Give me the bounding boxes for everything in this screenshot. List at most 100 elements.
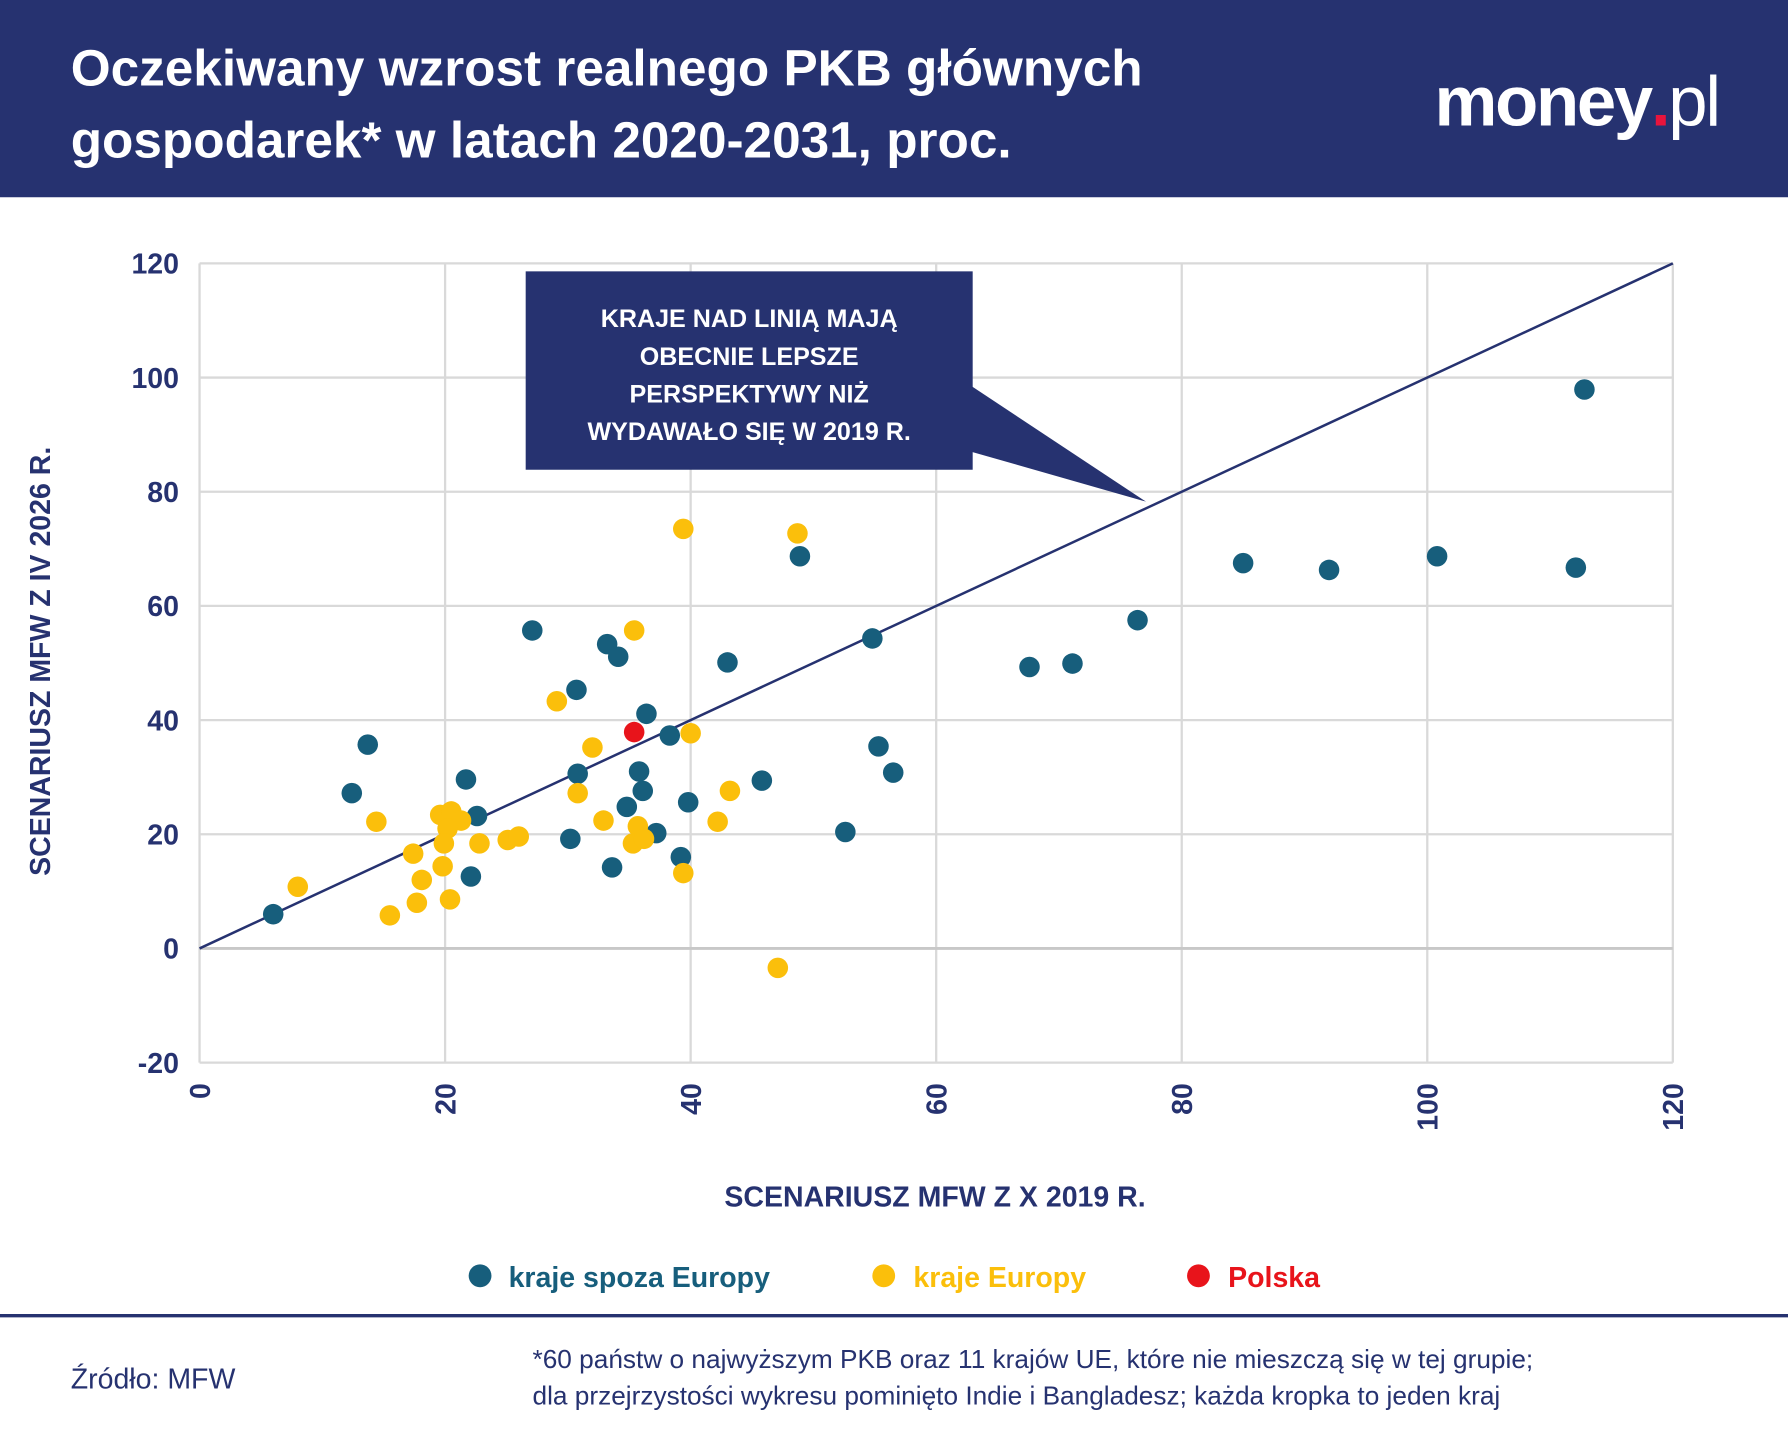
y-tick-label: 100 xyxy=(131,363,179,395)
point-non-europe xyxy=(460,866,482,887)
legend: kraje spoza Europy kraje Europy Polska xyxy=(468,1262,1321,1294)
x-tick-label: 60 xyxy=(921,1083,953,1115)
point-non-europe xyxy=(1127,609,1148,631)
point-europe xyxy=(546,690,568,712)
point-europe xyxy=(469,833,490,854)
point-europe xyxy=(567,782,588,804)
point-non-europe xyxy=(601,857,623,878)
point-non-europe xyxy=(357,734,379,755)
x-tick-label: 100 xyxy=(1413,1083,1445,1131)
point-non-europe xyxy=(341,782,363,804)
legend-marker-non-europe xyxy=(468,1264,492,1288)
point-non-europe xyxy=(1426,545,1448,567)
legend-label-non-europe: kraje spoza Europy xyxy=(509,1262,771,1294)
y-tick-label: 20 xyxy=(147,820,179,852)
footnote-line-2: dla przejrzystości wykresu pominięto Ind… xyxy=(533,1381,1501,1411)
point-europe xyxy=(593,810,614,831)
title-line-2: gospodarek* w latach 2020-2031, proc. xyxy=(71,111,1012,168)
point-non-europe xyxy=(567,763,588,785)
point-non-europe xyxy=(1232,552,1254,574)
point-europe xyxy=(623,620,645,641)
point-non-europe xyxy=(566,679,587,701)
point-europe xyxy=(680,722,701,744)
header-band xyxy=(0,0,1788,198)
point-europe xyxy=(673,862,694,884)
point-non-europe xyxy=(1574,379,1595,400)
legend-label-europe: kraje Europy xyxy=(913,1262,1086,1294)
point-non-europe xyxy=(1019,656,1040,678)
money-pl-logo: money.pl xyxy=(1435,61,1722,140)
point-europe xyxy=(787,523,808,544)
grid xyxy=(198,262,1674,1064)
y-tick-label: 60 xyxy=(147,591,179,623)
footnote-line-1: *60 państw o najwyższym PKB oraz 11 kraj… xyxy=(533,1344,1534,1374)
title-line-1: Oczekiwany wzrost realnego PKB głównych xyxy=(71,40,1143,97)
point-non-europe xyxy=(628,761,650,782)
x-tick-label: 0 xyxy=(185,1083,217,1099)
legend-marker-poland xyxy=(1187,1264,1210,1288)
data-points xyxy=(262,379,1595,979)
x-tick-labels: 0 20 40 60 80 100 120 xyxy=(185,1083,1690,1131)
point-non-europe xyxy=(1318,559,1340,581)
point-non-europe xyxy=(522,620,543,641)
point-non-europe xyxy=(560,828,581,850)
point-europe xyxy=(582,737,603,758)
callout: KRAJE NAD LINIĄ MAJĄ OBECNIE LEPSZE PERS… xyxy=(525,271,1147,502)
point-non-europe xyxy=(670,846,692,868)
point-europe xyxy=(707,811,728,832)
legend-marker-europe xyxy=(872,1264,896,1288)
callout-pointer xyxy=(970,385,1147,502)
x-tick-label: 40 xyxy=(676,1083,708,1115)
x-tick-label: 80 xyxy=(1167,1083,1199,1115)
point-non-europe xyxy=(677,792,699,813)
point-europe xyxy=(287,876,309,898)
point-non-europe xyxy=(1565,557,1587,578)
y-tick-label: 120 xyxy=(131,249,179,281)
point-non-europe xyxy=(862,628,883,649)
y-tick-labels: 120 100 80 60 40 20 0 -20 xyxy=(131,249,179,1080)
point-non-europe xyxy=(607,646,629,667)
callout-line-4: WYDAWAŁO SIĘ W 2019 R. xyxy=(588,418,911,446)
y-tick-label: 80 xyxy=(147,477,179,509)
source-text: Źródło: MFW xyxy=(71,1364,236,1396)
point-europe xyxy=(406,892,428,914)
point-europe xyxy=(366,811,387,832)
callout-box xyxy=(525,271,973,470)
point-non-europe xyxy=(262,903,284,925)
point-non-europe xyxy=(882,762,904,783)
point-non-europe xyxy=(751,770,773,791)
point-non-europe xyxy=(466,805,488,827)
legend-label-poland: Polska xyxy=(1228,1262,1321,1294)
point-europe xyxy=(673,518,694,540)
callout-line-3: PERSPEKTYWY NIŻ xyxy=(630,380,869,408)
callout-line-2: OBECNIE LEPSZE xyxy=(640,343,859,371)
x-tick-label: 120 xyxy=(1658,1083,1690,1131)
point-non-europe xyxy=(632,780,654,802)
point-europe xyxy=(633,828,655,850)
point-europe xyxy=(433,833,455,854)
point-non-europe xyxy=(868,736,889,757)
point-europe xyxy=(432,855,453,877)
x-axis-label: SCENARIUSZ MFW Z X 2019 R. xyxy=(724,1181,1145,1213)
y-tick-label: 40 xyxy=(147,705,179,737)
point-non-europe xyxy=(455,769,477,790)
callout-line-1: KRAJE NAD LINIĄ MAJĄ xyxy=(601,305,898,333)
point-non-europe xyxy=(636,703,657,725)
point-non-europe xyxy=(659,725,681,746)
svg-text:money.pl: money.pl xyxy=(1435,61,1719,140)
point-europe xyxy=(719,780,741,802)
point-non-europe xyxy=(1062,653,1083,674)
point-europe xyxy=(508,826,530,847)
point-europe xyxy=(411,869,433,891)
point-non-europe xyxy=(835,821,856,843)
y-tick-label: 0 xyxy=(163,934,179,966)
point-non-europe xyxy=(616,796,638,818)
point-poland xyxy=(623,721,645,743)
point-europe xyxy=(439,889,461,910)
point-europe xyxy=(379,905,401,926)
point-non-europe xyxy=(789,545,811,567)
x-tick-label: 20 xyxy=(430,1083,462,1115)
y-tick-label: -20 xyxy=(138,1048,179,1080)
point-non-europe xyxy=(717,652,738,673)
